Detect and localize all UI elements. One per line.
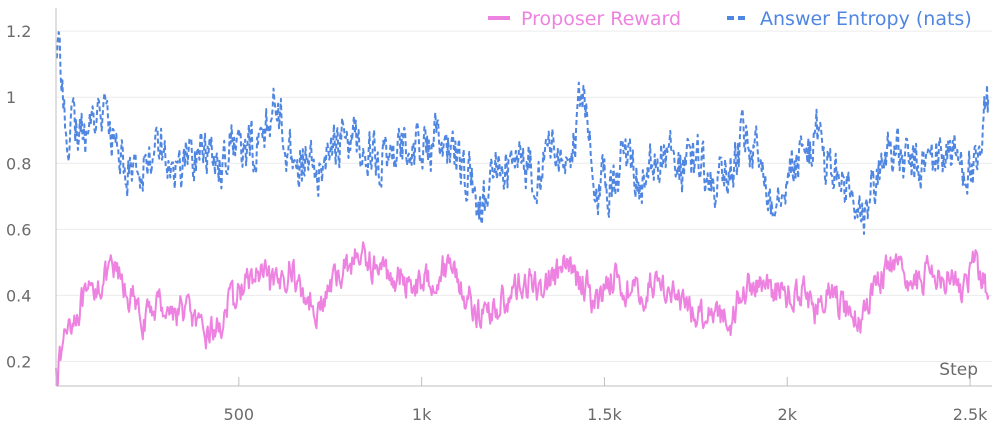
x-axis-label: Step <box>939 360 978 380</box>
y-tick-label: 0.2 <box>6 352 31 371</box>
x-tick-label: 1k <box>412 405 432 424</box>
y-tick-label: 0.8 <box>6 154 31 173</box>
x-tick-label: 2k <box>778 405 798 424</box>
y-tick-labels: 0.2 0.4 0.6 0.8 1 1.2 <box>6 22 31 371</box>
y-tick-label: 0.6 <box>6 220 31 239</box>
legend-label: Answer Entropy (nats) <box>760 8 972 30</box>
y-tick-label: 0.4 <box>6 286 31 305</box>
x-tick-label: 1.5k <box>587 405 622 424</box>
x-tick-label: 2.5k <box>953 405 988 424</box>
y-tick-label: 1 <box>6 88 16 107</box>
y-tick-label: 1.2 <box>6 22 31 41</box>
series-line-answer-entropy <box>55 31 990 235</box>
x-tick-label: 500 <box>224 405 255 424</box>
axes <box>55 8 992 387</box>
series-line-proposer-reward <box>55 241 990 387</box>
legend: Proposer Reward Answer Entropy (nats) <box>488 8 972 30</box>
series-lines <box>55 31 990 387</box>
x-tick-labels: 500 1k 1.5k 2k 2.5k <box>224 405 989 424</box>
legend-label: Proposer Reward <box>521 8 681 30</box>
